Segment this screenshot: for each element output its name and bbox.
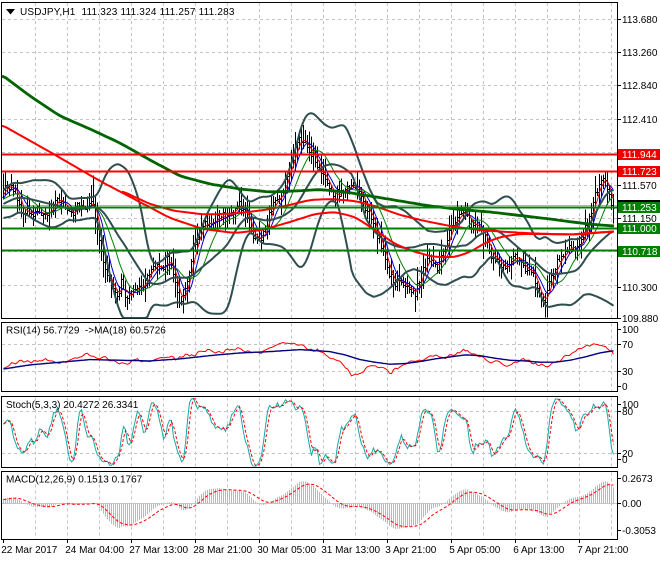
svg-text:111.000: 111.000	[622, 224, 657, 235]
svg-text:110.718: 110.718	[622, 247, 658, 258]
svg-text:100: 100	[622, 325, 639, 336]
svg-text:113.680: 113.680	[622, 15, 658, 26]
svg-text:30 Mar 05:00: 30 Mar 05:00	[257, 545, 316, 556]
svg-text:30: 30	[622, 367, 634, 378]
svg-text:5 Apr 05:00: 5 Apr 05:00	[449, 545, 501, 556]
svg-text:Stoch(5,3,3) 20.4272 26.3341: Stoch(5,3,3) 20.4272 26.3341	[6, 400, 139, 411]
svg-text:-0.3053: -0.3053	[622, 526, 656, 537]
svg-text:111.150: 111.150	[622, 214, 657, 225]
svg-text:6 Apr 13:00: 6 Apr 13:00	[513, 545, 565, 556]
svg-text:31 Mar 13:00: 31 Mar 13:00	[321, 545, 380, 556]
svg-text:27 Mar 13:00: 27 Mar 13:00	[129, 545, 188, 556]
svg-text:22 Mar 2017: 22 Mar 2017	[1, 545, 58, 556]
svg-text:80: 80	[622, 407, 634, 418]
svg-text:20: 20	[622, 449, 634, 460]
svg-text:MACD(12,26,9) 0.1513 0.1767: MACD(12,26,9) 0.1513 0.1767	[6, 475, 143, 486]
svg-text:0: 0	[622, 382, 628, 393]
svg-text:111.253: 111.253	[622, 203, 657, 214]
svg-text:28 Mar 21:00: 28 Mar 21:00	[193, 545, 252, 556]
svg-text:3 Apr 21:00: 3 Apr 21:00	[385, 545, 437, 556]
svg-text:112.410: 112.410	[622, 115, 658, 126]
svg-text:110.300: 110.300	[622, 283, 658, 294]
svg-text:109.880: 109.880	[622, 314, 659, 325]
svg-text:0: 0	[622, 455, 628, 466]
svg-text:111.944: 111.944	[622, 150, 657, 161]
svg-text:112.840: 112.840	[622, 81, 658, 92]
svg-text:7 Apr 21:00: 7 Apr 21:00	[577, 545, 629, 556]
svg-text:USDJPY,H1 111.323 111.324 111: USDJPY,H1 111.323 111.324 111.257 111.28…	[20, 7, 235, 18]
svg-text:70: 70	[622, 340, 634, 351]
svg-text:0.00: 0.00	[622, 499, 642, 510]
svg-text:100: 100	[622, 400, 639, 411]
svg-text:111.570: 111.570	[622, 181, 657, 192]
svg-text:111.723: 111.723	[622, 167, 657, 178]
svg-text:24 Mar 04:00: 24 Mar 04:00	[65, 545, 124, 556]
svg-text:113.260: 113.260	[622, 48, 658, 59]
svg-text:0.2673: 0.2673	[622, 474, 653, 485]
svg-text:RSI(14) 56.7729 ->MA(18) 60.5: RSI(14) 56.7729 ->MA(18) 60.5726	[6, 326, 166, 337]
